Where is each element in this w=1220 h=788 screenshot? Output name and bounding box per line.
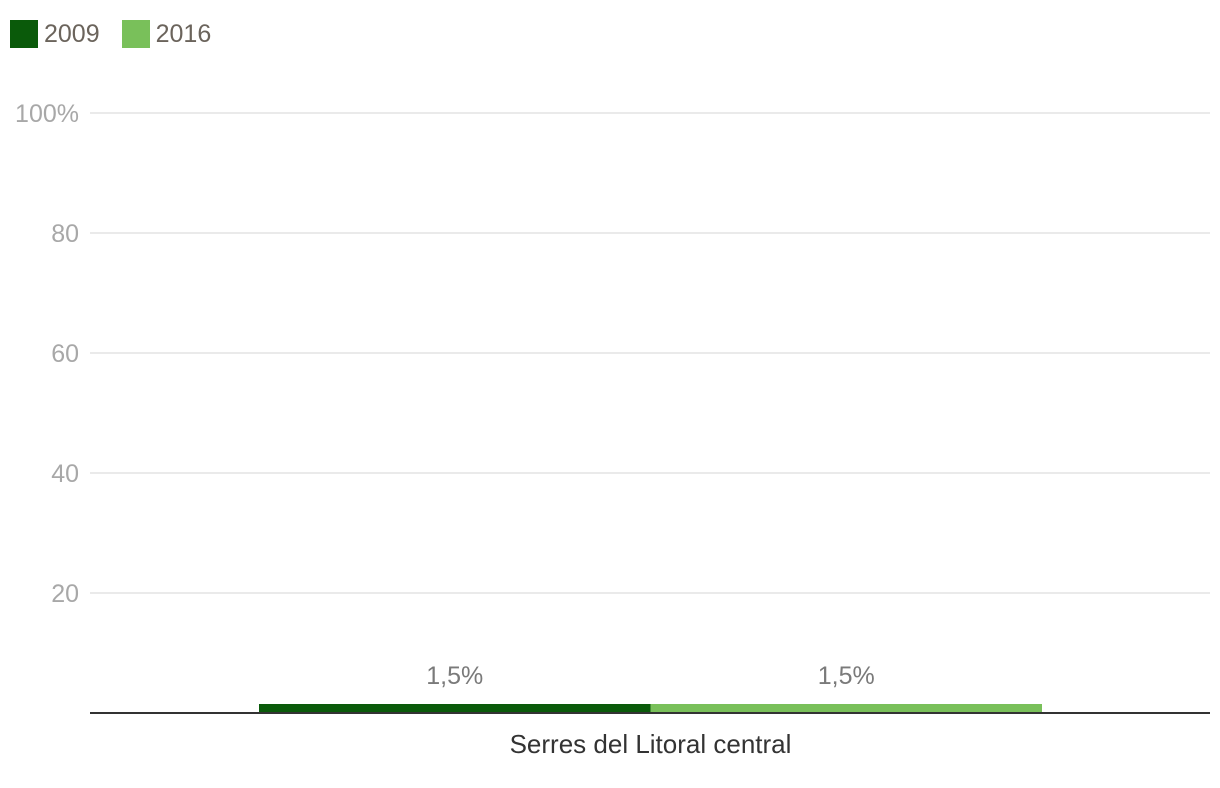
bars xyxy=(259,704,1042,713)
data-label-2009: 1,5% xyxy=(426,662,483,690)
legend-swatch-2009 xyxy=(10,20,38,48)
legend-item-2016: 2016 xyxy=(121,20,212,48)
data-labels: 1,5% 1,5% xyxy=(426,662,874,690)
y-tick-label-20: 20 xyxy=(51,580,79,608)
chart-legend: 2009 2016 xyxy=(10,20,211,48)
y-tick-label-60: 60 xyxy=(51,340,79,368)
bar-2009 xyxy=(259,704,651,713)
legend-swatch-2016 xyxy=(121,20,150,48)
bar-2016 xyxy=(650,704,1042,713)
data-label-2016: 1,5% xyxy=(818,662,875,690)
y-tick-label-100: 100% xyxy=(15,100,79,128)
legend-label-2016: 2016 xyxy=(155,20,212,48)
gridlines xyxy=(90,112,1210,594)
y-tick-label-80: 80 xyxy=(51,220,79,248)
y-tick-label-40: 40 xyxy=(51,460,79,488)
x-axis-category-labels: Serres del Litoral central xyxy=(510,729,792,759)
x-category-label: Serres del Litoral central xyxy=(510,729,792,759)
y-axis-tick-labels: 20 40 60 80 100% xyxy=(15,100,79,608)
legend-label-2009: 2009 xyxy=(44,20,100,48)
legend-item-2009: 2009 xyxy=(10,20,100,48)
